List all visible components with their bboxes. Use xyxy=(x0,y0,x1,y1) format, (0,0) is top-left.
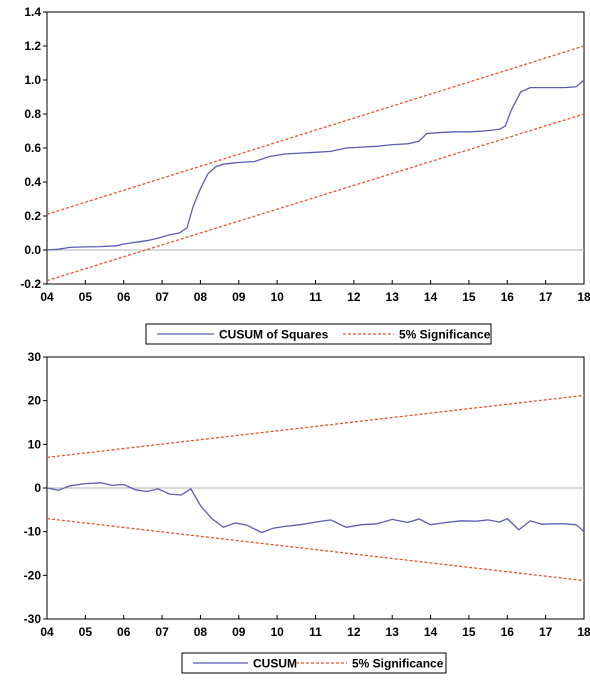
y-tick-label: 0.0 xyxy=(24,243,41,257)
legend-label-significance: 5% Significance xyxy=(399,328,491,342)
y-tick-label: -10 xyxy=(24,525,42,539)
significance-lower-line xyxy=(46,113,585,282)
x-tick-label: 11 xyxy=(309,290,322,304)
x-axis: 04 05 06 07 08 09 10 11 12 13 14 15 16 17 18 xyxy=(40,615,590,639)
x-tick-label: 16 xyxy=(501,290,515,304)
plot-area xyxy=(46,394,585,582)
x-tick-label: 14 xyxy=(424,625,438,639)
x-tick-label: 10 xyxy=(270,290,284,304)
y-tick-label: 1.4 xyxy=(24,5,41,19)
legend-label-cusum-of-squares: CUSUM of Squares xyxy=(219,328,329,342)
y-tick-label: 20 xyxy=(28,394,42,408)
y-tick-label: 0 xyxy=(34,481,41,495)
significance-upper-line xyxy=(46,394,585,459)
y-tick-label: -20 xyxy=(24,568,42,582)
y-tick-label: 30 xyxy=(28,350,42,364)
x-tick-label: 09 xyxy=(232,625,246,639)
x-tick-label: 06 xyxy=(117,625,131,639)
y-tick-label: -0.2 xyxy=(20,277,41,291)
significance-upper-line xyxy=(46,45,585,215)
plot-area xyxy=(46,45,585,282)
x-tick-label: 10 xyxy=(270,625,284,639)
x-tick-label: 15 xyxy=(462,625,476,639)
legend-label-significance: 5% Significance xyxy=(352,657,444,671)
y-tick-label: -30 xyxy=(24,612,42,626)
x-tick-label: 12 xyxy=(347,290,361,304)
x-tick-label: 11 xyxy=(309,625,322,639)
y-tick-label: 1.0 xyxy=(24,73,41,87)
y-tick-label: 0.8 xyxy=(24,107,41,121)
x-tick-label: 05 xyxy=(79,290,93,304)
y-tick-label: 10 xyxy=(28,437,42,451)
x-tick-label: 14 xyxy=(424,290,438,304)
y-tick-label: 0.4 xyxy=(24,175,41,189)
series-line xyxy=(46,79,585,251)
legend-box xyxy=(145,323,492,345)
x-tick-label: 16 xyxy=(501,625,515,639)
x-tick-label: 18 xyxy=(577,625,590,639)
y-tick-label: 0.2 xyxy=(24,209,41,223)
x-tick-label: 13 xyxy=(386,290,400,304)
x-tick-label: 17 xyxy=(539,290,553,304)
x-tick-label: 04 xyxy=(40,290,54,304)
x-tick-label: 17 xyxy=(539,625,553,639)
x-tick-label: 07 xyxy=(155,290,169,304)
legend-label-cusum: CUSUM xyxy=(253,657,297,671)
legend: CUSUM of Squares 5% Significance xyxy=(145,323,492,345)
x-tick-label: 06 xyxy=(117,290,131,304)
x-axis: 04 05 06 07 08 09 10 11 12 13 14 15 16 17 18 xyxy=(40,280,590,304)
cusum-of-squares-chart: 1.41.21.00.80.60.40.20.0-0.2 04 05 06 07 08 0… xyxy=(20,5,590,345)
x-tick-label: 05 xyxy=(79,625,93,639)
x-tick-label: 18 xyxy=(577,290,590,304)
series-line xyxy=(46,482,585,534)
y-tick-label: 0.6 xyxy=(24,141,41,155)
significance-lower-line xyxy=(46,517,585,582)
x-tick-label: 08 xyxy=(194,290,208,304)
y-axis: 1.4 1.2 1.0 0.8 0.6 0.4 0.2 0.0 -0.2 xyxy=(20,5,47,291)
y-tick-label: 1.2 xyxy=(24,39,41,53)
cusum-chart: 30 20 10 0 -10 -20 -30 04 05 06 07 08 09 10 11 12 13 14 1… xyxy=(24,350,590,674)
x-tick-label: 09 xyxy=(232,290,246,304)
x-tick-label: 15 xyxy=(462,290,476,304)
x-tick-label: 08 xyxy=(194,625,208,639)
y-axis: 30 20 10 0 -10 -20 -30 xyxy=(24,350,47,626)
x-tick-label: 13 xyxy=(386,625,400,639)
legend: CUSUM 5% Significance xyxy=(181,652,447,674)
x-tick-label: 07 xyxy=(155,625,169,639)
x-tick-label: 12 xyxy=(347,625,361,639)
x-tick-label: 04 xyxy=(40,625,54,639)
